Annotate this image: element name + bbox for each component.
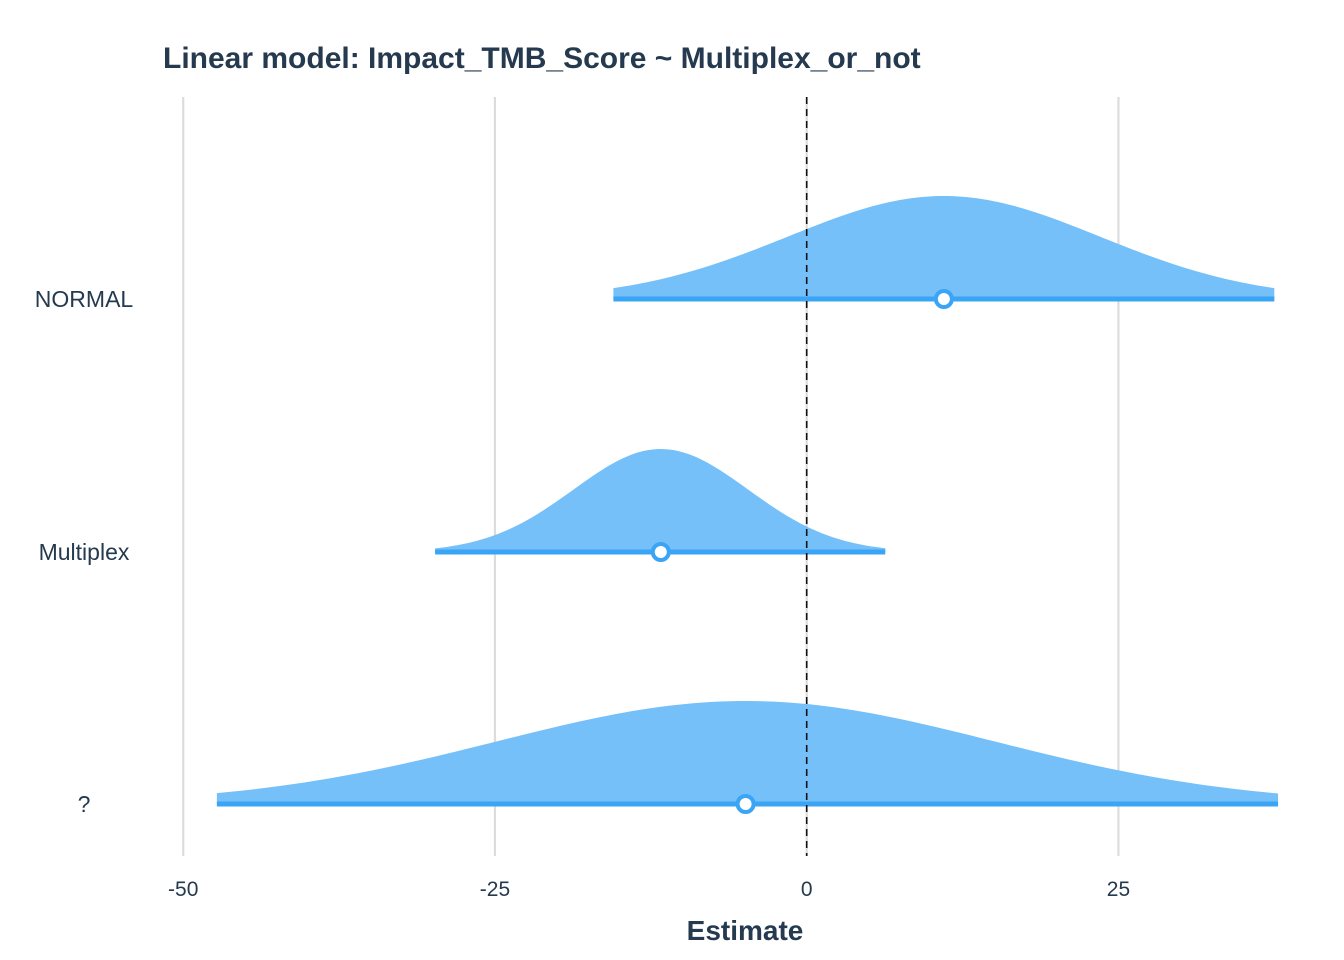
x-tick-labels: -50 -25 0 25 (168, 878, 1130, 901)
x-tick-label-2: 0 (801, 878, 813, 901)
x-axis-label: Estimate (687, 915, 804, 946)
x-tick-label-1: -25 (480, 878, 510, 901)
chart-title: Linear model: Impact_TMB_Score ~ Multipl… (163, 42, 921, 75)
x-tick-label-0: -50 (168, 878, 198, 901)
density-? (216, 701, 1279, 804)
density-NORMAL (613, 196, 1275, 299)
category-label-2: ? (78, 791, 91, 817)
density-Multiplex (435, 449, 886, 552)
estimate-point-? (735, 794, 756, 814)
estimate-point-Multiplex (650, 542, 671, 562)
density-layer (216, 196, 1279, 807)
category-labels: NORMAL Multiplex? (35, 286, 134, 817)
x-tick-label-3: 25 (1107, 878, 1130, 901)
point-layer (650, 289, 954, 814)
category-label-1: Multiplex (39, 539, 130, 565)
category-label-0: NORMAL (35, 286, 134, 312)
estimate-point-NORMAL (933, 289, 954, 309)
